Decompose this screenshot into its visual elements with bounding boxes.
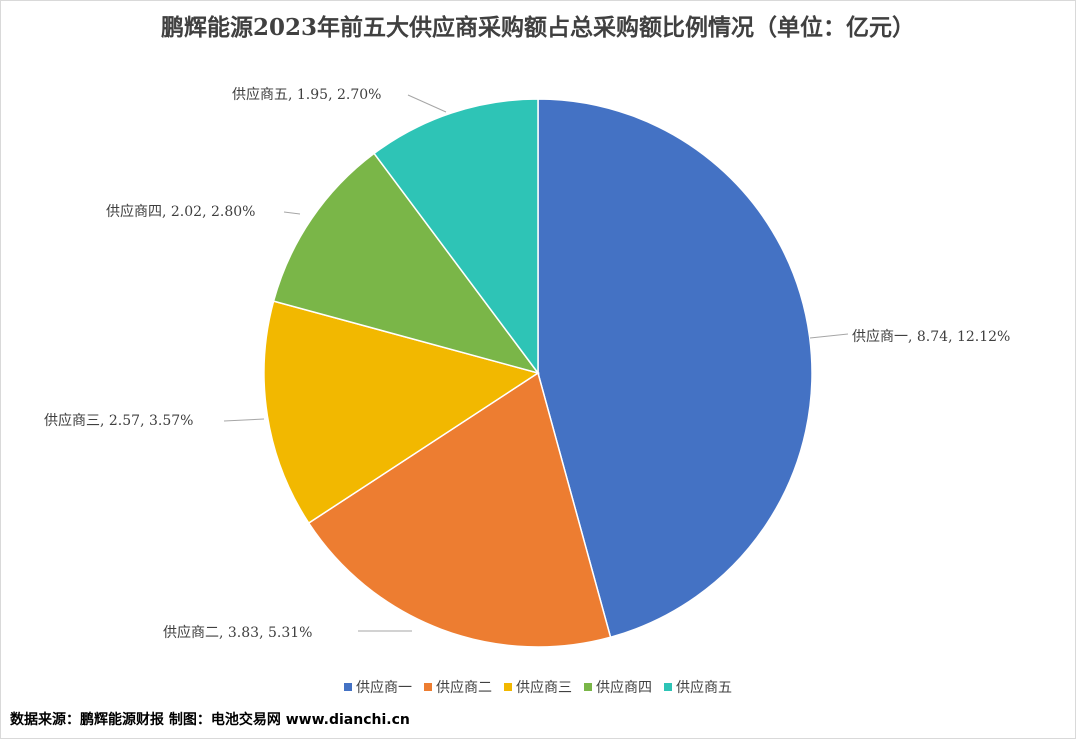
pie-slice	[537, 98, 813, 639]
legend: 供应商一 供应商二 供应商三 供应商四 供应商五	[0, 677, 1076, 697]
data-label: 供应商一, 8.74, 12.12%	[852, 328, 1010, 345]
legend-item: 供应商一	[344, 677, 412, 697]
legend-swatch	[664, 683, 672, 691]
data-label: 供应商三, 2.57, 3.57%	[44, 412, 193, 429]
legend-label: 供应商二	[436, 680, 492, 696]
legend-swatch	[504, 683, 512, 691]
legend-label: 供应商四	[596, 680, 652, 696]
leader-line	[407, 94, 447, 113]
chart-title: 鹏辉能源2023年前五大供应商采购额占总采购额比例情况（单位：亿元）	[160, 14, 915, 41]
leader-line	[223, 418, 265, 422]
pie-slice	[263, 300, 540, 525]
legend-swatch	[424, 683, 432, 691]
legend-label: 供应商五	[676, 680, 732, 696]
legend-item: 供应商五	[664, 677, 732, 697]
leader-line	[809, 333, 849, 339]
legend-swatch	[344, 683, 352, 691]
legend-item: 供应商四	[584, 677, 652, 697]
legend-label: 供应商一	[356, 680, 412, 696]
data-label: 供应商四, 2.02, 2.80%	[106, 203, 255, 220]
legend-label: 供应商三	[516, 680, 572, 696]
data-label: 供应商二, 3.83, 5.31%	[163, 624, 312, 641]
leader-line	[283, 211, 301, 215]
pie-slice	[373, 98, 539, 376]
source-note: 数据来源：鹏辉能源财报 制图：电池交易网 www.dianchi.cn	[10, 712, 410, 728]
legend-item: 供应商三	[504, 677, 572, 697]
data-label: 供应商五, 1.95, 2.70%	[232, 86, 381, 103]
pie-slice	[272, 152, 540, 375]
legend-item: 供应商二	[424, 677, 492, 697]
pie-slice	[307, 371, 612, 648]
legend-swatch	[584, 683, 592, 691]
